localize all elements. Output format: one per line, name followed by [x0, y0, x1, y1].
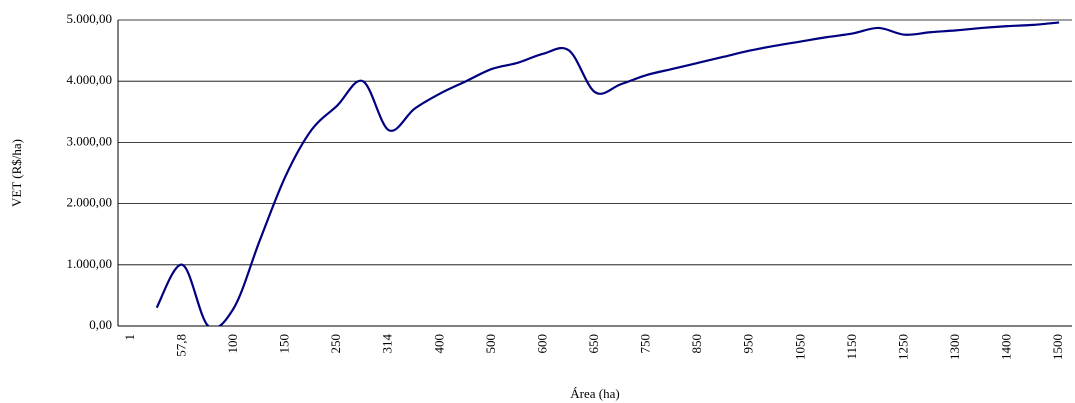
- y-tick-label: 1.000,00: [67, 256, 113, 271]
- x-tick-label: 600: [534, 334, 549, 354]
- x-tick-label: 850: [689, 334, 704, 354]
- x-tick-label: 400: [431, 334, 446, 354]
- x-tick-label: 1150: [844, 334, 859, 360]
- y-tick-label: 3.000,00: [67, 133, 113, 148]
- x-tick-label: 950: [741, 334, 756, 354]
- x-tick-label: 1300: [947, 334, 962, 360]
- x-axis-title: Área (ha): [570, 386, 619, 401]
- y-axis-title: VET (R$/ha): [9, 139, 24, 207]
- data-line: [155, 21, 1060, 326]
- x-tick-label: 750: [638, 334, 653, 354]
- x-tick-label: 1: [122, 334, 137, 341]
- x-tick-label: 500: [483, 334, 498, 354]
- x-tick-label: 314: [380, 334, 395, 354]
- x-tick-label: 57,8: [173, 334, 188, 357]
- y-tick-label: 4.000,00: [67, 72, 113, 87]
- x-tick-label: 150: [277, 334, 292, 354]
- x-tick-label: 1500: [1050, 334, 1065, 360]
- x-tick-label: 1250: [895, 334, 910, 360]
- y-tick-label: 5.000,00: [67, 11, 113, 26]
- x-tick-label: 250: [328, 334, 343, 354]
- x-tick-label: 100: [225, 334, 240, 354]
- y-tick-label: 0,00: [89, 317, 112, 332]
- x-tick-label: 650: [586, 334, 601, 354]
- x-tick-label: 1050: [792, 334, 807, 360]
- x-tick-label: 1400: [999, 334, 1014, 360]
- y-tick-label: 2.000,00: [67, 195, 113, 210]
